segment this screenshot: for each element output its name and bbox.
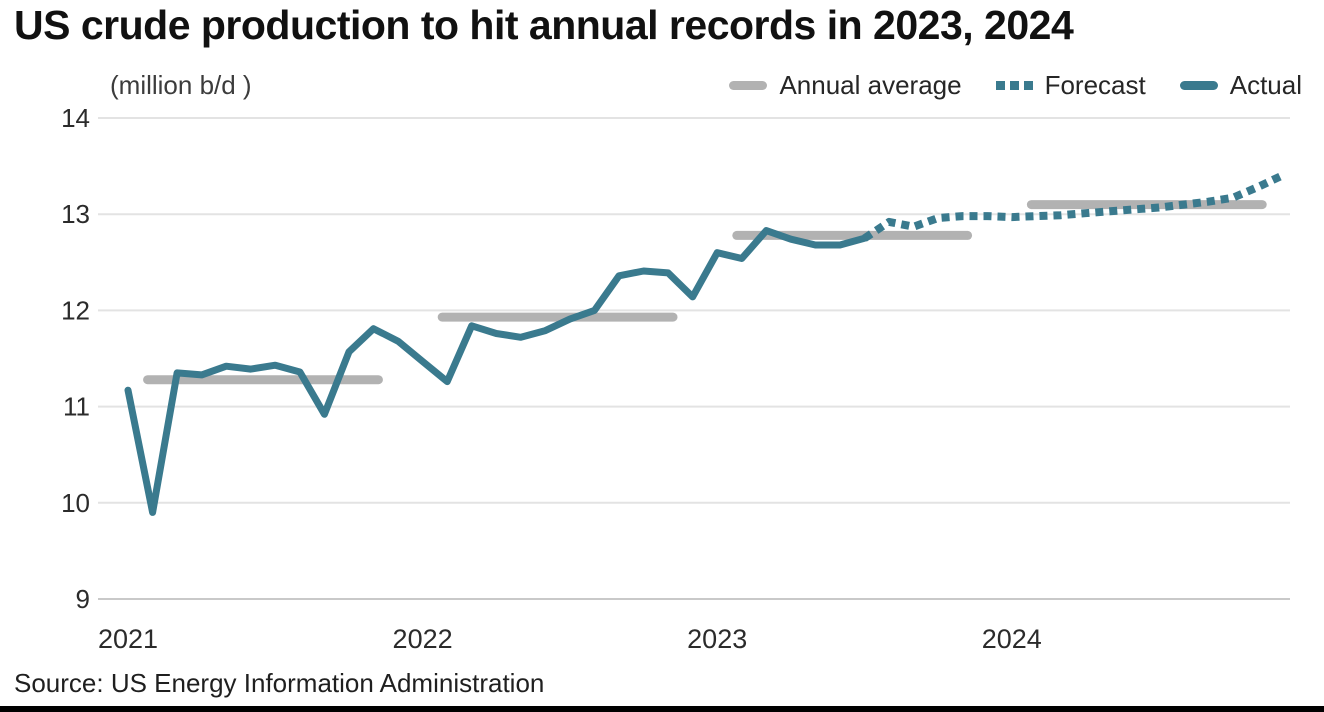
x-axis-tick-label: 2024: [982, 624, 1042, 654]
x-axis-tick-label: 2022: [393, 624, 453, 654]
subtitle-legend-row: (million b/d ) Annual average Forecast A…: [110, 66, 1302, 104]
annual-average-swatch-icon: [729, 80, 768, 90]
y-axis-tick-label: 9: [76, 584, 90, 614]
legend-item-actual: Actual: [1179, 69, 1302, 101]
source-note: Source: US Energy Information Administra…: [14, 668, 545, 698]
x-axis-tick-label: 2021: [98, 624, 158, 654]
series-line-forecast: [862, 172, 1284, 242]
legend: Annual average Forecast Actual: [729, 70, 1302, 101]
legend-label: Actual: [1229, 69, 1302, 100]
x-axis-tick-label: 2023: [687, 624, 747, 654]
y-axis-tick-label: 13: [61, 199, 90, 229]
y-axis-tick-label: 14: [61, 103, 90, 133]
y-axis-tick-label: 10: [61, 488, 90, 518]
y-axis-tick-label: 11: [63, 392, 90, 422]
chart-title: US crude production to hit annual record…: [14, 2, 1074, 48]
y-axis-tick-label: 12: [61, 295, 90, 325]
legend-label: Forecast: [1044, 69, 1146, 100]
forecast-dotted-swatch-icon: [995, 80, 1033, 90]
legend-item-forecast: Forecast: [995, 69, 1146, 101]
legend-item-annual-average: Annual average: [729, 69, 962, 101]
bottom-black-bar: [0, 706, 1324, 712]
unit-label: (million b/d ): [110, 69, 252, 100]
legend-label: Annual average: [779, 69, 962, 100]
actual-swatch-icon: [1179, 80, 1218, 90]
series-line-actual: [124, 227, 868, 516]
